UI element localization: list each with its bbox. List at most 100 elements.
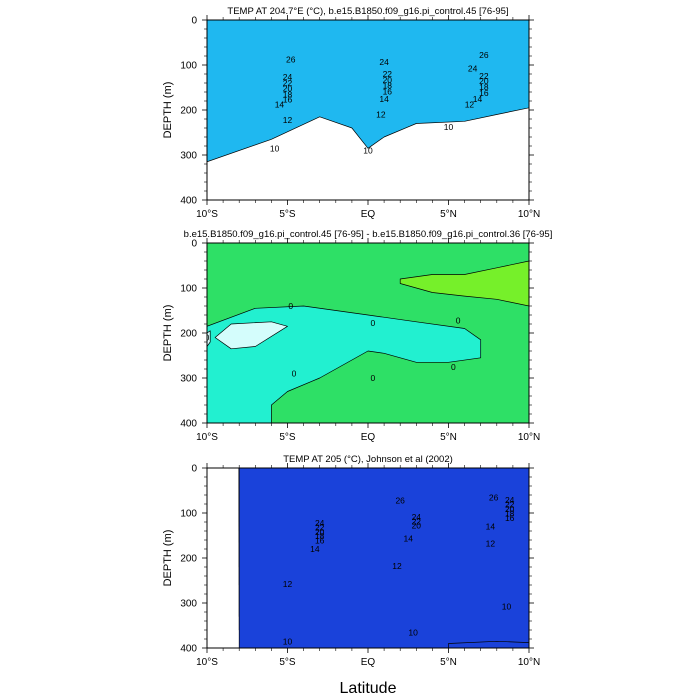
x-tick-label: 5°S	[279, 209, 296, 220]
contour-label: 22	[505, 499, 515, 509]
contour-label: 20	[505, 504, 515, 514]
y-tick-label: 300	[180, 374, 197, 385]
contour-label: 16	[315, 535, 325, 545]
contour-label: 10	[363, 146, 373, 156]
y-axis-label: DEPTH (m)	[162, 530, 174, 587]
contour-label: 26	[479, 50, 489, 60]
contour-band-9	[238, 468, 529, 648]
contour-label: 0	[288, 301, 293, 311]
y-tick-label: 200	[180, 329, 197, 340]
contour-label: 14	[473, 94, 483, 104]
figure-x-axis-label: Latitude	[340, 680, 397, 697]
y-tick-label: 300	[180, 599, 197, 610]
contour-label: 10	[408, 627, 418, 637]
contour-label: 18	[505, 508, 515, 518]
contour-label: 0	[205, 333, 210, 343]
contour-label: 26	[395, 495, 405, 505]
contour-band--0_5	[207, 305, 482, 423]
x-tick-label: 10°S	[196, 657, 218, 668]
x-tick-label: 10°S	[196, 209, 218, 220]
contour-label: 20	[315, 527, 325, 537]
contour-label: 24	[315, 518, 325, 528]
contour-label: 22	[479, 71, 489, 81]
y-tick-label: 0	[191, 16, 197, 27]
chart-title: TEMP AT 205 (°C), Johnson et al (2002)	[283, 454, 453, 465]
contour-label: 26	[286, 55, 296, 65]
y-tick-label: 400	[180, 644, 197, 655]
contour-label: 18	[315, 531, 325, 541]
contour-band-0_5	[399, 260, 529, 307]
contour-label: 24	[505, 495, 515, 505]
contour-label: 12	[392, 561, 402, 571]
x-tick-label: 5°N	[440, 209, 457, 220]
contour-label: 18	[383, 81, 393, 91]
contour-label: 14	[404, 534, 414, 544]
contour-fields: 26 26242424222222202020181816161414141212…	[238, 468, 529, 648]
contour-label: 12	[283, 579, 293, 589]
contour-band--1_2	[207, 330, 211, 347]
contour-label: 22	[383, 69, 393, 79]
x-tick-label: 10°N	[518, 657, 540, 668]
contour-label: 0	[370, 318, 375, 328]
contour-label: 10	[283, 636, 293, 646]
contour-band--1	[214, 321, 288, 350]
contour-band-8	[448, 640, 529, 648]
contour-label: 14	[275, 100, 285, 110]
contour-label: 12	[376, 110, 386, 120]
x-tick-label: 10°N	[518, 209, 540, 220]
y-tick-label: 0	[191, 239, 197, 250]
contour-label: 16	[383, 87, 393, 97]
x-tick-label: EQ	[361, 209, 376, 220]
contour-label: 12	[283, 115, 293, 125]
y-tick-label: 200	[180, 554, 197, 565]
x-tick-label: 10°N	[518, 432, 540, 443]
contour-label: 10	[502, 602, 512, 612]
x-tick-label: 10°S	[196, 432, 218, 443]
contour-label: 20	[283, 83, 293, 93]
contour-label: 10	[444, 122, 454, 132]
y-tick-label: 0	[191, 464, 197, 475]
contour-fields: 0 0 0 0 0 0 0	[205, 243, 529, 423]
contour-label: 22	[283, 78, 293, 88]
contour-label: 20	[383, 75, 393, 85]
contour-label: 22	[315, 522, 325, 532]
x-tick-label: 5°N	[440, 657, 457, 668]
contour-label: 20	[412, 521, 422, 531]
contour-label: 14	[310, 544, 320, 554]
contour-label: 26	[489, 493, 499, 503]
contour-label: 14	[486, 522, 496, 532]
contour-label: 16	[283, 95, 293, 105]
chart-title: b.e15.B1850.f09_g16.pi_control.45 [76-95…	[184, 229, 553, 240]
chart-title: TEMP AT 204.7°E (°C), b.e15.B1850.f09_g1…	[227, 6, 508, 17]
y-tick-label: 100	[180, 61, 197, 72]
x-tick-label: 5°N	[440, 432, 457, 443]
x-tick-label: 5°S	[279, 657, 296, 668]
y-tick-label: 400	[180, 419, 197, 430]
contour-label: 0	[456, 315, 461, 325]
y-tick-label: 400	[180, 196, 197, 207]
contour-label: 18	[283, 89, 293, 99]
y-tick-label: 100	[180, 284, 197, 295]
contour-label: 0	[292, 369, 297, 379]
contour-label: 24	[412, 512, 422, 522]
contour-label: 14	[379, 94, 389, 104]
contour-label: 24	[468, 64, 478, 74]
contour-label: 12	[486, 539, 496, 549]
contour-label: 20	[479, 76, 489, 86]
contour-label: 10	[270, 143, 280, 153]
y-tick-label: 100	[180, 509, 197, 520]
contour-label: 0	[451, 362, 456, 372]
contour-label: 16	[479, 88, 489, 98]
x-tick-label: 5°S	[279, 432, 296, 443]
y-axis-label: DEPTH (m)	[162, 305, 174, 362]
y-axis-label: DEPTH (m)	[162, 82, 174, 139]
contour-label: 18	[479, 82, 489, 92]
contour-label: 24	[283, 72, 293, 82]
contour-label: 22	[412, 517, 422, 527]
contour-label: 12	[465, 100, 475, 110]
x-tick-label: EQ	[361, 657, 376, 668]
